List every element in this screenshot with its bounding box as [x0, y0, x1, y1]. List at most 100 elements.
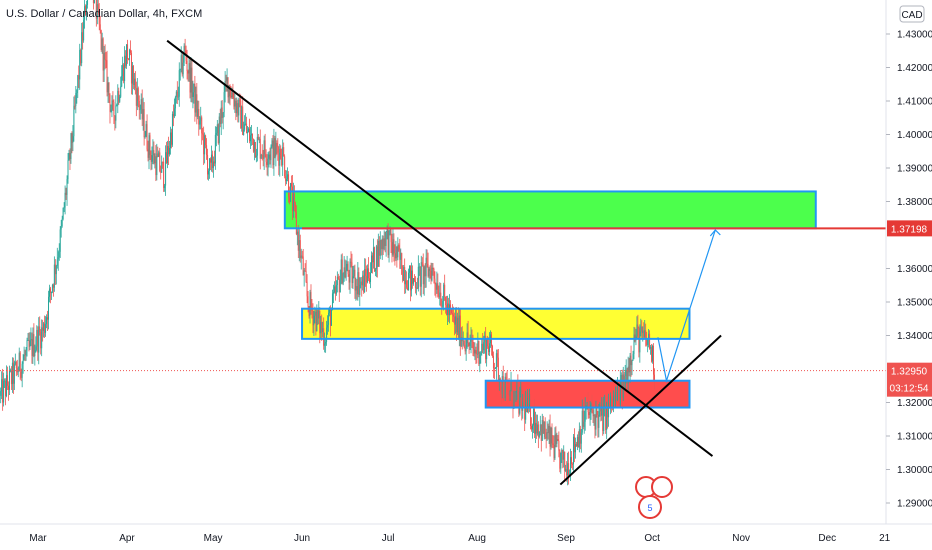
- candle-body: [58, 251, 60, 258]
- candle-body: [575, 444, 577, 446]
- candle-body: [368, 268, 370, 279]
- candle-body: [136, 88, 138, 106]
- candle-body: [528, 398, 530, 407]
- time-axis[interactable]: Mar Apr May Jun Jul Aug Sep Oct Nov Dec 21: [29, 533, 890, 544]
- candle-body: [135, 88, 137, 106]
- time-tick-label: Apr: [119, 533, 135, 544]
- events-badge-icon[interactable]: 5: [635, 476, 673, 519]
- candle-body: [561, 449, 563, 453]
- candle-body: [389, 229, 391, 231]
- candle-body: [476, 353, 478, 355]
- candle-body: [129, 49, 131, 53]
- candle-body: [29, 340, 31, 347]
- candle-body: [495, 353, 497, 369]
- candle-body: [50, 291, 52, 293]
- candle-body: [182, 62, 184, 75]
- trendline[interactable]: [166, 39, 714, 457]
- candle-body: [501, 376, 503, 395]
- candle-body: [265, 154, 267, 162]
- candle-body: [290, 183, 292, 187]
- candle-body: [153, 150, 155, 164]
- candle-body: [604, 405, 606, 407]
- candle-body: [173, 108, 175, 117]
- candle-body: [292, 194, 294, 211]
- candle-body: [296, 231, 298, 235]
- candle-body: [464, 344, 466, 352]
- candle-body: [625, 369, 627, 377]
- candle-body: [641, 326, 643, 334]
- candle-body: [331, 293, 333, 311]
- candle-body: [611, 396, 613, 405]
- candles-layer: [0, 0, 655, 486]
- candle-body: [259, 138, 261, 159]
- price-tick-label: 1.32000: [897, 398, 932, 409]
- candle-body: [600, 407, 602, 416]
- candle-body: [25, 350, 27, 356]
- candle-body: [552, 443, 554, 445]
- candle-body: [607, 402, 609, 418]
- candle-body: [520, 389, 522, 392]
- candle-body: [78, 75, 80, 80]
- candle-body: [164, 185, 166, 188]
- candle-body: [262, 154, 264, 159]
- candle-body: [335, 285, 337, 294]
- candle-body: [156, 153, 158, 176]
- candle-body: [429, 268, 431, 271]
- currency-button[interactable]: CAD: [899, 5, 925, 23]
- candle-body: [566, 469, 568, 476]
- candle-body: [336, 276, 338, 286]
- candle-body: [405, 280, 407, 285]
- candle-body: [287, 174, 289, 180]
- candle-body: [282, 147, 284, 166]
- candle-body: [375, 246, 377, 270]
- candle-body: [369, 278, 371, 283]
- candle-body: [269, 154, 271, 161]
- candle-body: [298, 240, 300, 251]
- candle-body: [226, 77, 228, 82]
- candle-body: [436, 283, 438, 290]
- candle-body: [21, 363, 23, 378]
- candle-body: [250, 133, 252, 136]
- candle-body: [454, 316, 456, 325]
- candle-body: [377, 241, 379, 267]
- candle-body: [517, 385, 519, 395]
- candle-body: [215, 133, 217, 135]
- candle-body: [645, 330, 647, 340]
- candle-body: [100, 30, 102, 50]
- candle-body: [212, 161, 214, 168]
- candle-body: [3, 381, 5, 403]
- candle-body: [479, 354, 481, 364]
- price-axis[interactable]: 1.43000 1.42000 1.41000 1.40000 1.39000 1.380…: [886, 30, 932, 510]
- candle-body: [533, 409, 535, 434]
- candle-body: [192, 92, 194, 97]
- candle-body: [209, 158, 211, 171]
- candle-body: [315, 311, 317, 332]
- candle-body: [582, 410, 584, 427]
- candle-body: [280, 148, 282, 158]
- candle-body: [257, 136, 259, 140]
- candle-body: [117, 90, 119, 106]
- trendline[interactable]: [559, 334, 722, 486]
- yellow-zone[interactable]: [302, 308, 690, 339]
- candle-body: [56, 259, 58, 266]
- candle-body: [460, 337, 462, 347]
- candle-body: [366, 276, 368, 283]
- projection-path[interactable]: [657, 229, 716, 384]
- candle-body: [247, 131, 249, 134]
- candle-body: [75, 93, 77, 106]
- candle-body: [524, 402, 526, 420]
- candle-body: [605, 405, 607, 430]
- candle-body: [52, 284, 54, 288]
- green-zone[interactable]: [284, 191, 816, 229]
- candle-body: [74, 105, 76, 107]
- candle-body: [114, 115, 116, 121]
- candle-body: [585, 408, 587, 410]
- candle-body: [608, 402, 610, 418]
- candle-body: [137, 88, 139, 101]
- candle-body: [316, 309, 318, 332]
- candle-body: [208, 170, 210, 175]
- candle-body: [445, 296, 447, 306]
- candle-body: [383, 238, 385, 250]
- candle-body: [268, 154, 270, 159]
